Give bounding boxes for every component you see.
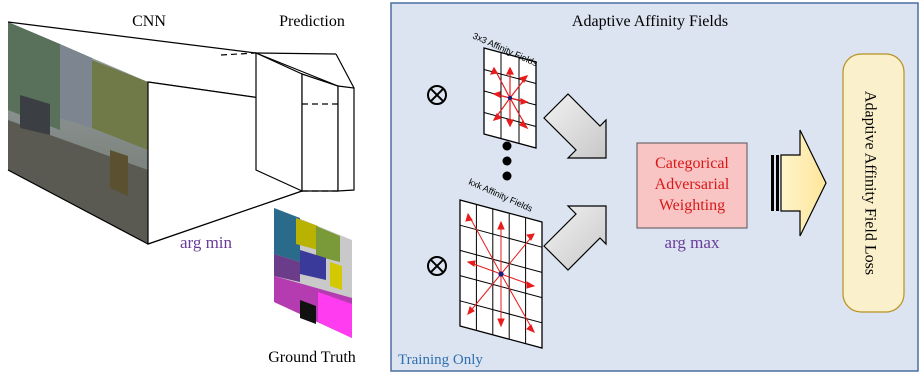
otimes-symbol-top xyxy=(427,85,447,105)
cnn-label: CNN xyxy=(132,13,166,30)
ellipsis-dots xyxy=(502,141,512,181)
prediction-block xyxy=(220,52,355,192)
cnn-input-image xyxy=(8,22,148,244)
arrow-to-loss xyxy=(771,129,827,237)
otimes-symbol-bottom xyxy=(427,256,447,276)
training-only-label: Training Only xyxy=(398,352,483,368)
weighting-box xyxy=(636,142,748,229)
weighting-line2: Adversarial xyxy=(655,176,730,193)
argmax-label: arg max xyxy=(665,233,720,252)
arrow-from-large-grid xyxy=(543,205,607,271)
weighting-line1: Categorical xyxy=(655,155,729,172)
ground-truth-label: Ground Truth xyxy=(268,349,356,366)
arrow-from-small-grid xyxy=(543,93,607,159)
argmin-label: arg min xyxy=(180,233,233,252)
panel-title: Adaptive Affinity Fields xyxy=(572,13,728,30)
prediction-label: Prediction xyxy=(279,13,345,30)
ground-truth-image xyxy=(274,208,352,338)
loss-box xyxy=(842,53,905,313)
loss-label: Adaptive Affinity Field Loss xyxy=(861,91,878,275)
weighting-line3: Weighting xyxy=(659,197,725,214)
affinity-grid-large xyxy=(459,199,543,349)
affinity-grid-small xyxy=(483,47,537,149)
